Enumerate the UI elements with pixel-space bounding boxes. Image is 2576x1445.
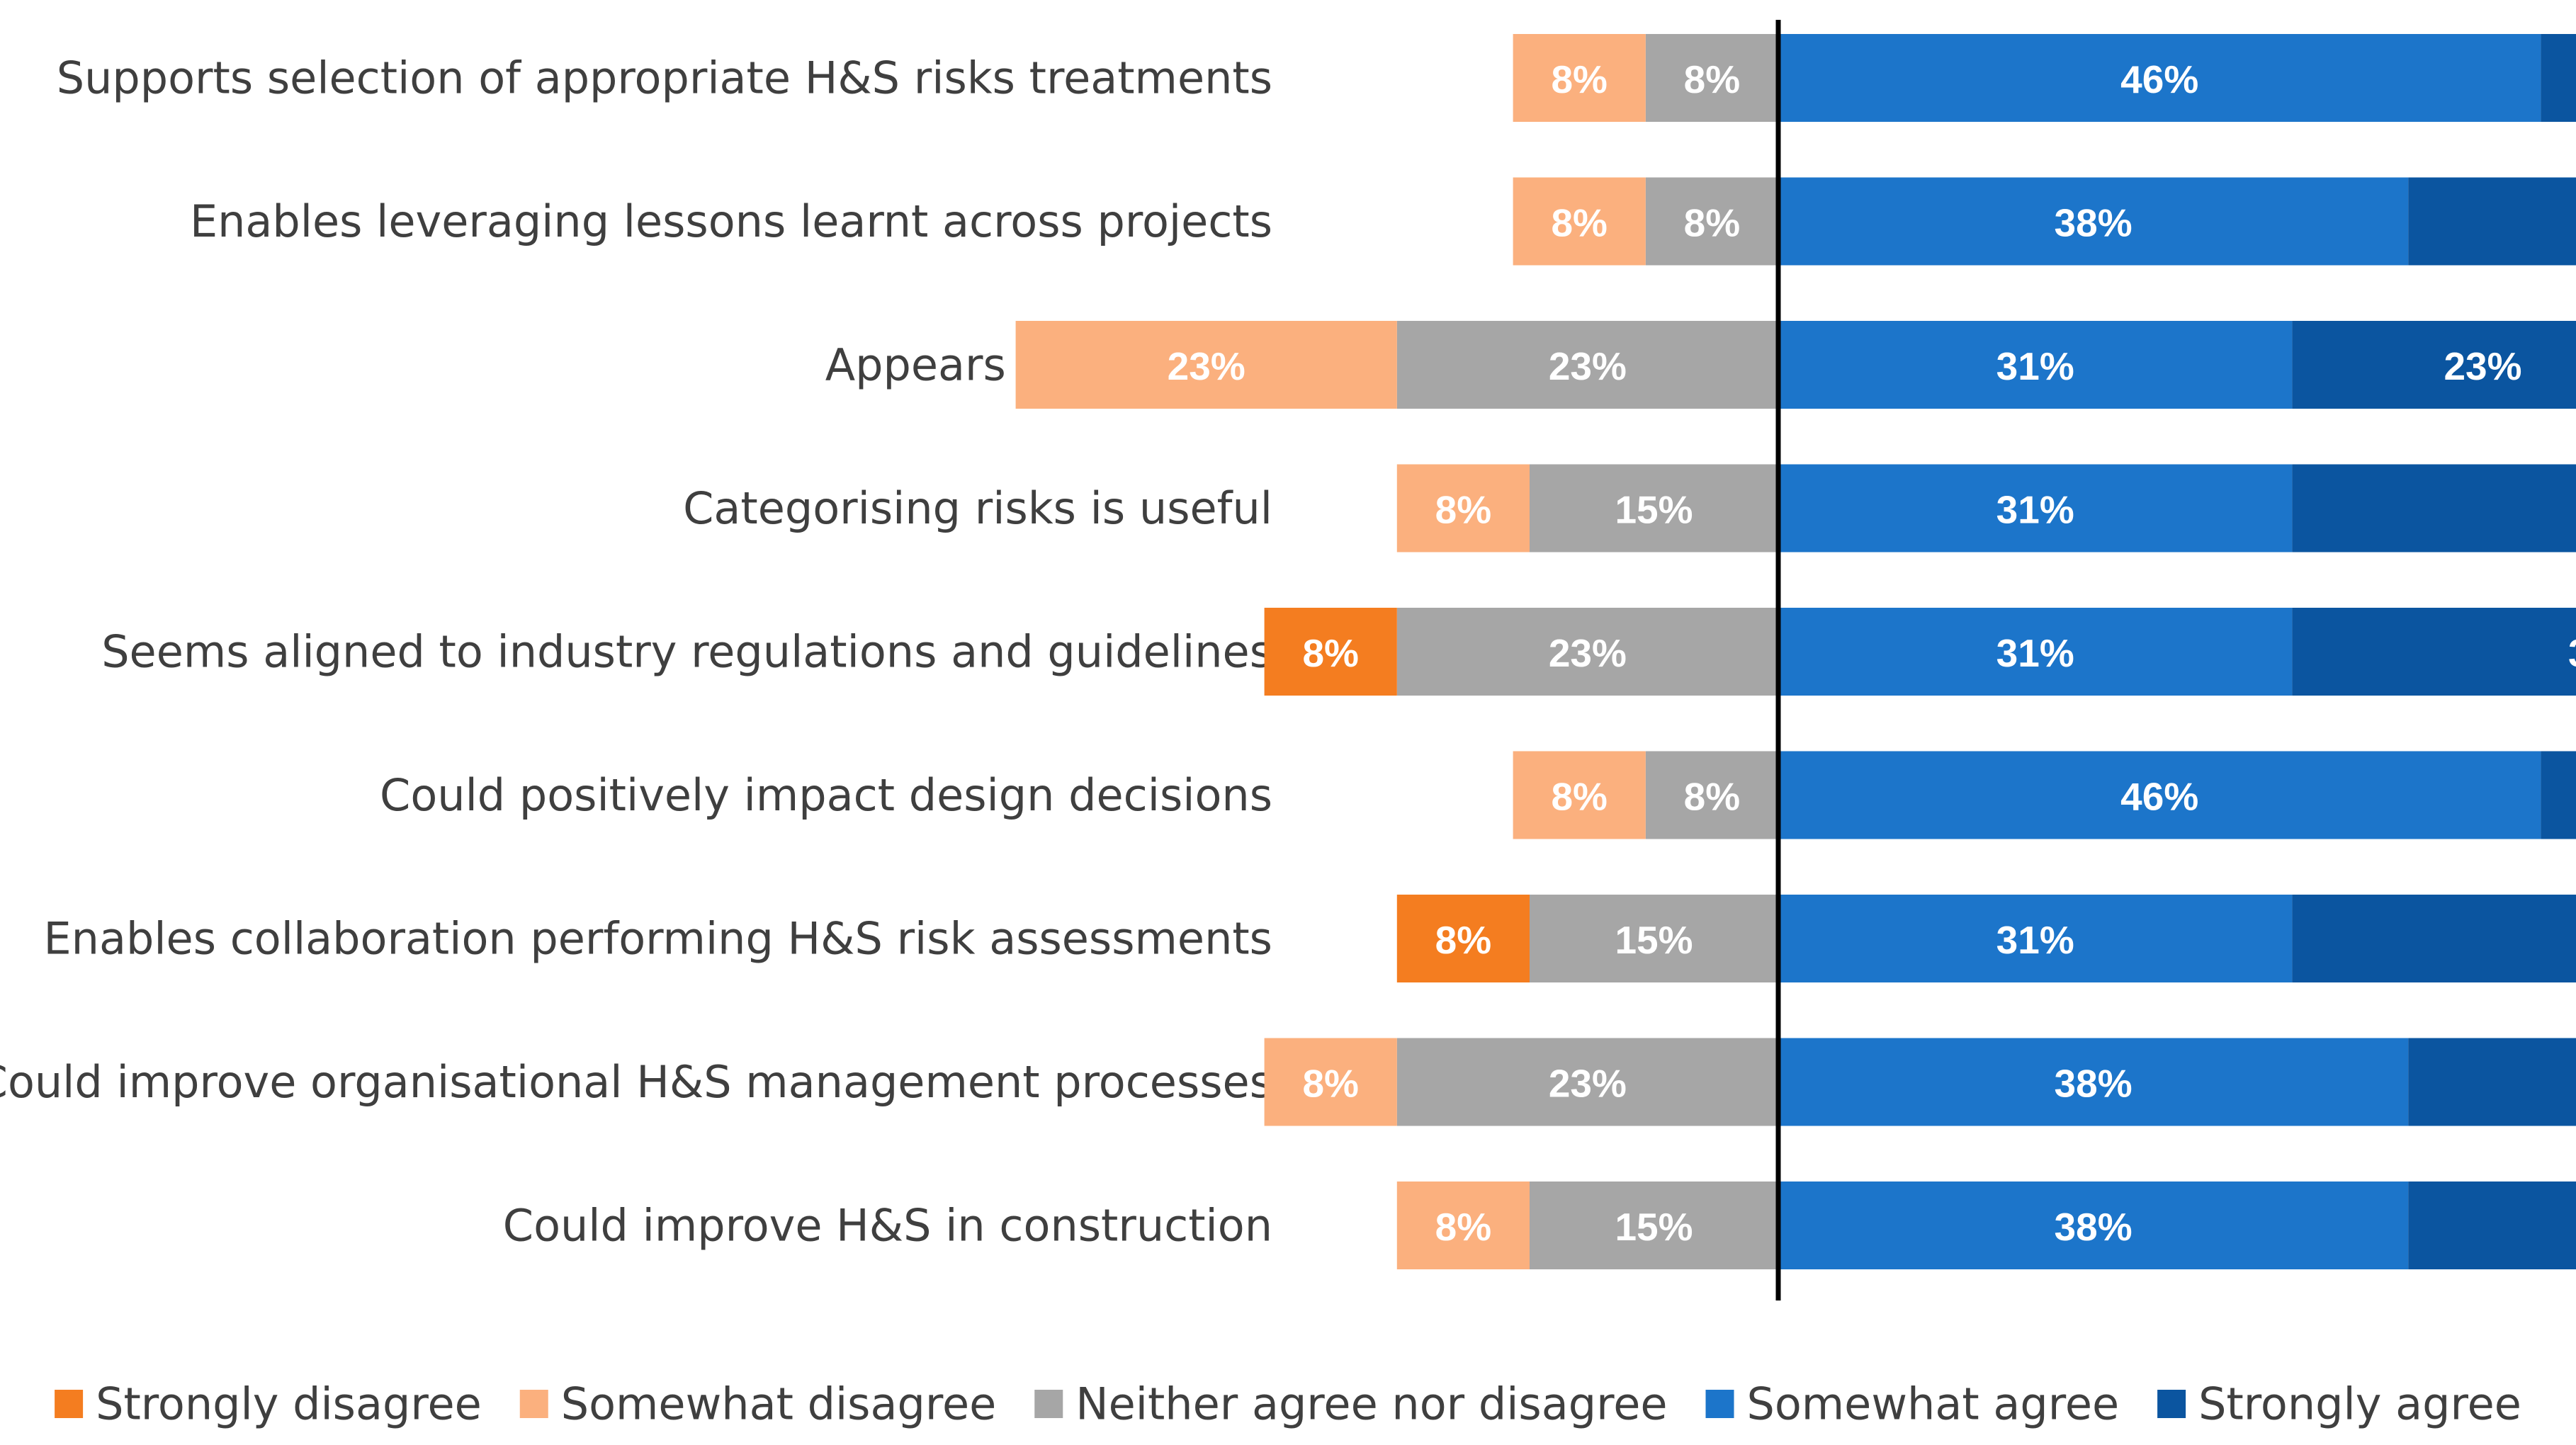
data-label: 46%	[2120, 775, 2198, 819]
bar-somewhat-disagree	[1396, 1182, 1530, 1269]
bar-strongly-agree	[2292, 895, 2576, 982]
legend-label: Somewhat agree	[1747, 1378, 2120, 1430]
data-label: 38%	[2568, 631, 2576, 675]
bar-strongly-agree	[2292, 464, 2576, 552]
row-labels: Supports selection of appropriate H&S ri…	[0, 52, 1272, 1252]
data-label: 8%	[1551, 57, 1608, 101]
data-label: 8%	[1684, 57, 1741, 101]
bar-neither-agree-nor-disagree	[1530, 895, 1778, 982]
bar-strongly-agree	[2541, 34, 2576, 122]
bar-neither-agree-nor-disagree	[1645, 751, 1778, 839]
bar-somewhat-agree	[1778, 608, 2293, 696]
row-label: Could improve organisational H&S managem…	[0, 1056, 1272, 1108]
data-label: 38%	[2055, 1062, 2132, 1106]
bar-somewhat-disagree	[1513, 751, 1646, 839]
bar-somewhat-disagree	[1396, 464, 1530, 552]
bar-somewhat-agree	[1778, 751, 2541, 839]
row-label: Enables leveraging lessons learnt across…	[190, 196, 1272, 247]
data-label: 23%	[1549, 631, 1627, 675]
bar-neither-agree-nor-disagree	[1396, 1038, 1778, 1126]
data-label: 8%	[1435, 488, 1492, 532]
data-label: 31%	[1996, 918, 2074, 962]
bar-somewhat-disagree	[1513, 34, 1646, 122]
bar-somewhat-agree	[1778, 177, 2409, 266]
data-label: 15%	[1615, 1205, 1693, 1249]
bar-somewhat-agree	[1778, 464, 2293, 552]
legend-swatch-strongly-agree	[2157, 1390, 2186, 1418]
data-label: 8%	[1551, 201, 1608, 245]
bar-somewhat-disagree	[1264, 1038, 1397, 1126]
bar-somewhat-agree	[1778, 1182, 2409, 1269]
bar-somewhat-agree	[1778, 1038, 2409, 1126]
segment-labels: 8% 8% 46% 38% 8% 8% 38% 46% 23% 23% 31% 23% 15% 8% 31%…	[1168, 57, 2576, 1249]
bar-strongly-agree	[2292, 321, 2576, 409]
row-label: Could improve H&S in construction	[503, 1200, 1272, 1252]
bar-neither-agree-nor-disagree	[1530, 464, 1778, 552]
bar-neither-agree-nor-disagree	[1645, 177, 1778, 266]
bar-somewhat-agree	[1778, 34, 2541, 122]
bar-strongly-agree	[2292, 608, 2576, 696]
legend-label: Neither agree nor disagree	[1075, 1378, 1667, 1430]
row-label: Could positively impact design decisions	[380, 769, 1272, 821]
bar-strongly-disagree	[1396, 895, 1530, 982]
data-label: 8%	[1302, 1062, 1359, 1106]
data-label: 46%	[2120, 57, 2198, 101]
bar-strongly-agree	[2408, 1182, 2576, 1269]
bar-somewhat-agree	[1778, 895, 2293, 982]
legend: Strongly disagree Somewhat disagree Neithe…	[55, 1378, 2521, 1430]
bar-somewhat-disagree	[1015, 321, 1397, 409]
row-label: Seems aligned to industry regulations an…	[101, 626, 1272, 678]
bar-strongly-agree	[2541, 751, 2576, 839]
data-label: 8%	[1551, 775, 1608, 819]
bars	[1015, 34, 2576, 1269]
data-label: 38%	[2055, 201, 2132, 245]
data-label: 31%	[1996, 488, 2074, 532]
bar-somewhat-agree	[1778, 321, 2293, 409]
data-label: 38%	[2055, 1205, 2132, 1249]
data-label: 31%	[1996, 631, 2074, 675]
data-label: 23%	[2444, 344, 2521, 388]
legend-label: Strongly disagree	[96, 1378, 482, 1430]
bar-somewhat-disagree	[1513, 177, 1646, 266]
row-label: Categorising risks is useful	[683, 482, 1272, 534]
bar-neither-agree-nor-disagree	[1396, 608, 1778, 696]
legend-swatch-somewhat-disagree	[519, 1390, 548, 1418]
data-label: 31%	[1996, 344, 2074, 388]
data-label: 8%	[1435, 918, 1492, 962]
legend-label: Somewhat disagree	[561, 1378, 997, 1430]
legend-swatch-strongly-disagree	[55, 1390, 84, 1418]
legend-swatch-neither-agree-nor-disagree	[1034, 1390, 1063, 1418]
bar-strongly-agree	[2408, 1038, 2576, 1126]
data-label: 23%	[1168, 344, 1245, 388]
data-label: 23%	[1549, 344, 1627, 388]
bar-neither-agree-nor-disagree	[1530, 1182, 1778, 1269]
legend-label: Strongly agree	[2198, 1378, 2521, 1430]
data-label: 8%	[1684, 201, 1741, 245]
bar-neither-agree-nor-disagree	[1396, 321, 1778, 409]
data-label: 8%	[1435, 1205, 1492, 1249]
legend-swatch-somewhat-agree	[1705, 1390, 1734, 1418]
bar-neither-agree-nor-disagree	[1645, 34, 1778, 122]
data-label: 8%	[1684, 775, 1741, 819]
data-label: 15%	[1615, 488, 1693, 532]
row-label: Enables collaboration performing H&S ris…	[44, 913, 1273, 965]
data-label: 15%	[1615, 918, 1693, 962]
data-label: 8%	[1302, 631, 1359, 675]
bar-strongly-disagree	[1264, 608, 1397, 696]
row-label: Supports selection of appropriate H&S ri…	[57, 52, 1272, 104]
data-label: 23%	[1549, 1062, 1627, 1106]
bar-strongly-agree	[2408, 177, 2576, 266]
